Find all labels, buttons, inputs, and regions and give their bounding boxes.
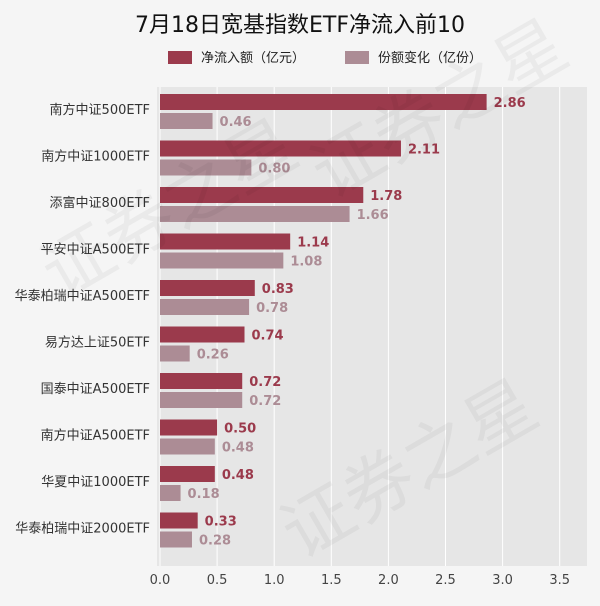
category-label: 华泰柏瑞中证2000ETF [15,522,150,537]
bar-net-inflow [160,512,198,529]
data-label: 0.26 [197,348,229,363]
x-tick-label: 2.5 [435,573,456,588]
category-label: 南方中证500ETF [50,102,150,118]
x-tick-label: 0.0 [150,573,171,588]
bar-share-change [160,159,252,176]
bar-net-inflow [160,466,215,482]
category-label: 南方中证1000ETF [41,149,150,165]
data-label: 0.28 [199,534,231,549]
category-label: 平安中证A500ETF [41,243,150,258]
data-label: 0.72 [249,375,281,390]
bar-share-change [160,113,213,129]
legend-swatch [345,51,369,64]
category-label: 华夏中证1000ETF [41,475,150,490]
x-tick-label: 3.5 [549,573,570,588]
bar-net-inflow [160,187,364,203]
data-label: 1.08 [290,255,322,270]
data-label: 0.48 [222,441,254,456]
bar-share-change [160,531,192,548]
data-label: 0.18 [188,487,220,502]
bar-net-inflow [160,326,245,343]
data-label: 0.83 [262,282,294,297]
bar-share-change [160,345,190,362]
data-label: 0.74 [252,329,284,344]
data-label: 2.11 [408,143,440,158]
category-label: 添富中证800ETF [50,195,150,211]
data-label: 0.50 [224,422,256,437]
x-tick-label: 1.5 [321,573,342,588]
labels: 2.86 0.46 南方中证500ETF 2.11 0.80 南方中证1000ETF 1.7… [15,96,526,549]
x-tick-label: 2.0 [378,573,399,588]
category-label: 华泰柏瑞中证A500ETF [15,289,150,304]
x-tick-label: 3.0 [492,573,513,588]
bar-net-inflow [160,419,218,436]
bar-net-inflow [160,280,255,296]
bar-net-inflow [160,233,291,250]
chart-title: 7月18日宽基指数ETF净流入前10 [135,13,465,38]
data-label: 0.48 [222,468,254,483]
x-axis: 0.0 0.5 1.0 1.5 2.0 2.5 3.0 3.5 [150,573,570,588]
bar-share-change [160,485,181,501]
category-label: 国泰中证A500ETF [41,382,150,397]
category-label: 南方中证A500ETF [41,428,150,444]
bar-net-inflow [160,140,401,157]
bar-net-inflow [160,373,243,389]
bar-net-inflow [160,94,487,110]
legend-label: 净流入额（亿元） [201,51,305,66]
data-label: 0.72 [249,394,281,409]
x-tick-label: 0.5 [207,573,228,588]
data-label: 0.46 [220,115,252,130]
legend-swatch [168,51,192,64]
bars [160,94,487,548]
data-label: 1.66 [357,208,389,223]
legend-label: 份额变化（亿份） [378,50,482,66]
data-label: 1.14 [297,236,329,251]
data-label: 0.80 [258,162,290,177]
bar-share-change [160,438,215,455]
category-label: 易方达上证50ETF [45,335,150,351]
data-label: 1.78 [370,189,402,204]
x-tick-label: 1.0 [264,573,285,588]
data-label: 2.86 [494,96,526,111]
bar-share-change [160,252,284,269]
bar-share-change [160,206,350,222]
bar-share-change [160,392,243,408]
data-label: 0.33 [205,515,237,530]
data-label: 0.78 [256,301,288,316]
legend: 净流入额（亿元） 份额变化（亿份） [168,50,482,66]
bar-share-change [160,299,250,315]
